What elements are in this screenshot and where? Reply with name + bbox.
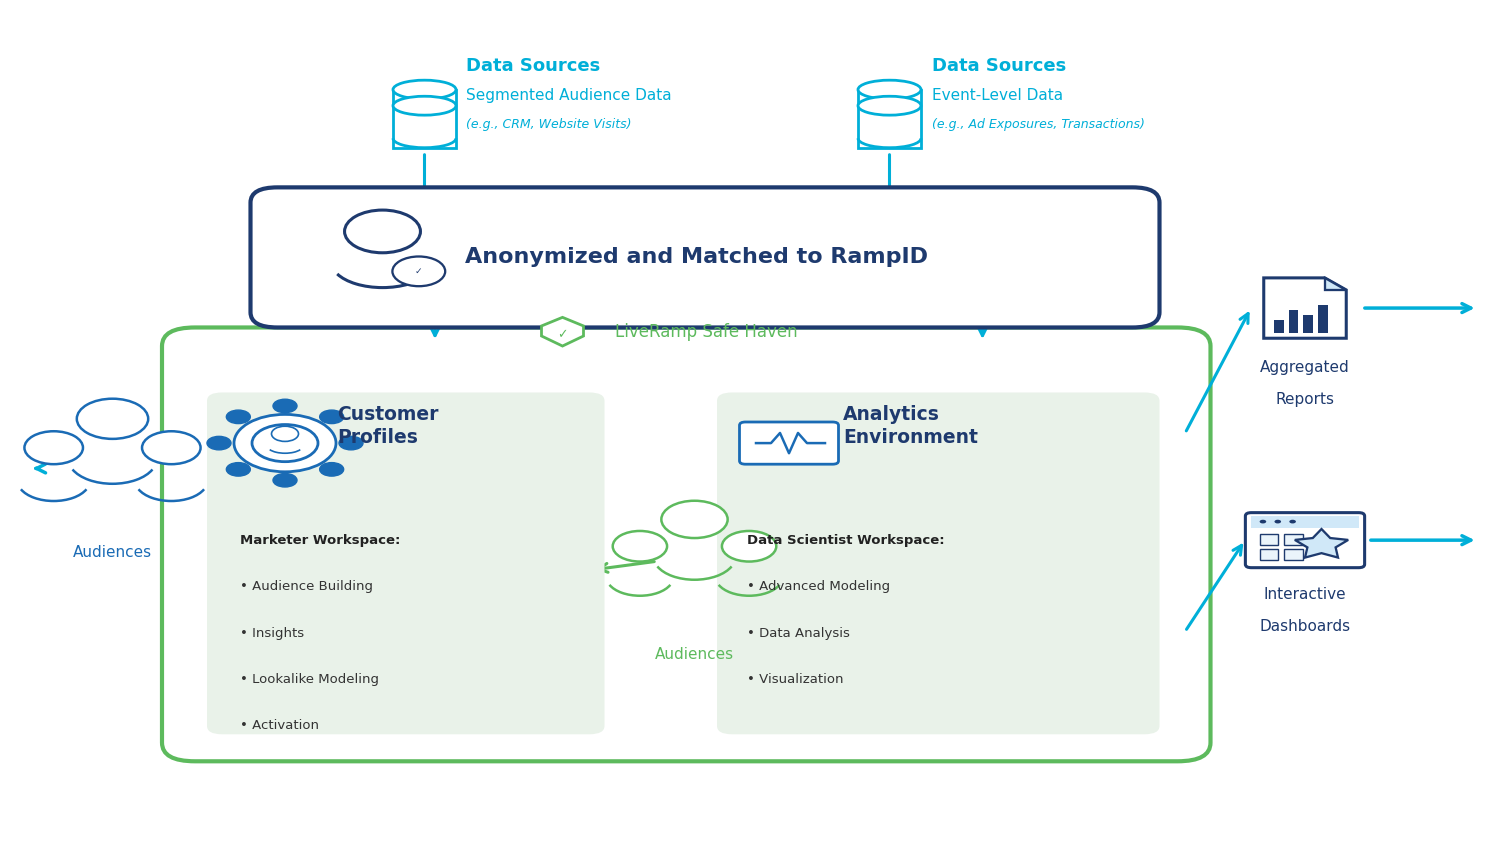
Text: Marketer Workspace:: Marketer Workspace:: [240, 533, 400, 547]
FancyBboxPatch shape: [207, 392, 604, 734]
FancyBboxPatch shape: [162, 327, 1210, 761]
Text: ✓: ✓: [416, 267, 423, 276]
Text: Reports: Reports: [1275, 392, 1335, 408]
Bar: [393, 89, 456, 148]
Bar: [858, 89, 921, 148]
Circle shape: [1290, 520, 1296, 523]
Circle shape: [273, 399, 297, 413]
Circle shape: [1275, 520, 1281, 523]
Text: • Advanced Modeling: • Advanced Modeling: [747, 580, 890, 593]
Text: Customer
Profiles: Customer Profiles: [338, 405, 440, 447]
Text: • Data Analysis: • Data Analysis: [747, 626, 850, 640]
FancyBboxPatch shape: [1245, 512, 1365, 568]
FancyBboxPatch shape: [251, 187, 1160, 327]
Text: • Audience Building: • Audience Building: [240, 580, 374, 593]
Circle shape: [234, 414, 336, 472]
Polygon shape: [1263, 278, 1347, 338]
Polygon shape: [542, 317, 584, 346]
Text: Data Scientist Workspace:: Data Scientist Workspace:: [747, 533, 945, 547]
Bar: [1274, 320, 1284, 333]
Bar: [1284, 533, 1302, 545]
Circle shape: [142, 431, 201, 464]
Text: Event-Level Data: Event-Level Data: [932, 88, 1062, 103]
Ellipse shape: [393, 96, 456, 115]
Bar: [1304, 315, 1314, 333]
Circle shape: [273, 473, 297, 487]
Circle shape: [207, 436, 231, 450]
Circle shape: [226, 410, 251, 424]
Text: • Lookalike Modeling: • Lookalike Modeling: [240, 673, 380, 686]
Circle shape: [24, 431, 82, 464]
Circle shape: [345, 210, 420, 253]
Text: Interactive: Interactive: [1263, 587, 1347, 602]
Circle shape: [320, 410, 344, 424]
Text: Aggregated: Aggregated: [1260, 360, 1350, 376]
Text: Data Sources: Data Sources: [932, 57, 1065, 75]
Circle shape: [226, 463, 251, 476]
Text: Analytics
Environment: Analytics Environment: [843, 405, 978, 447]
Polygon shape: [1294, 529, 1348, 558]
Bar: [1260, 533, 1278, 545]
Circle shape: [320, 463, 344, 476]
Bar: [1288, 311, 1299, 333]
Circle shape: [393, 257, 445, 286]
Circle shape: [662, 500, 728, 538]
Text: • Insights: • Insights: [240, 626, 304, 640]
Text: Audiences: Audiences: [74, 545, 152, 560]
Text: • Visualization: • Visualization: [747, 673, 843, 686]
Text: Anonymized and Matched to RampID: Anonymized and Matched to RampID: [465, 247, 928, 268]
Ellipse shape: [858, 96, 921, 115]
Circle shape: [252, 425, 318, 462]
Circle shape: [1260, 520, 1266, 523]
Bar: [1318, 305, 1328, 333]
Ellipse shape: [858, 80, 921, 99]
Polygon shape: [1324, 278, 1347, 290]
Circle shape: [612, 531, 668, 561]
Text: Data Sources: Data Sources: [466, 57, 600, 75]
Circle shape: [76, 398, 148, 439]
Text: ✓: ✓: [558, 328, 567, 342]
Bar: [1284, 549, 1302, 560]
Bar: [1260, 549, 1278, 560]
Bar: [1251, 516, 1359, 528]
Text: Audiences: Audiences: [656, 647, 734, 662]
Text: LiveRamp Safe Haven: LiveRamp Safe Haven: [615, 322, 798, 341]
FancyBboxPatch shape: [740, 422, 839, 464]
Text: • Activation: • Activation: [240, 719, 320, 733]
Text: (e.g., Ad Exposures, Transactions): (e.g., Ad Exposures, Transactions): [932, 117, 1144, 131]
Ellipse shape: [393, 80, 456, 99]
Circle shape: [722, 531, 777, 561]
Circle shape: [272, 426, 298, 441]
Circle shape: [339, 436, 363, 450]
Text: Segmented Audience Data: Segmented Audience Data: [466, 88, 672, 103]
FancyBboxPatch shape: [717, 392, 1160, 734]
Text: Dashboards: Dashboards: [1260, 619, 1350, 634]
Text: (e.g., CRM, Website Visits): (e.g., CRM, Website Visits): [466, 117, 632, 131]
